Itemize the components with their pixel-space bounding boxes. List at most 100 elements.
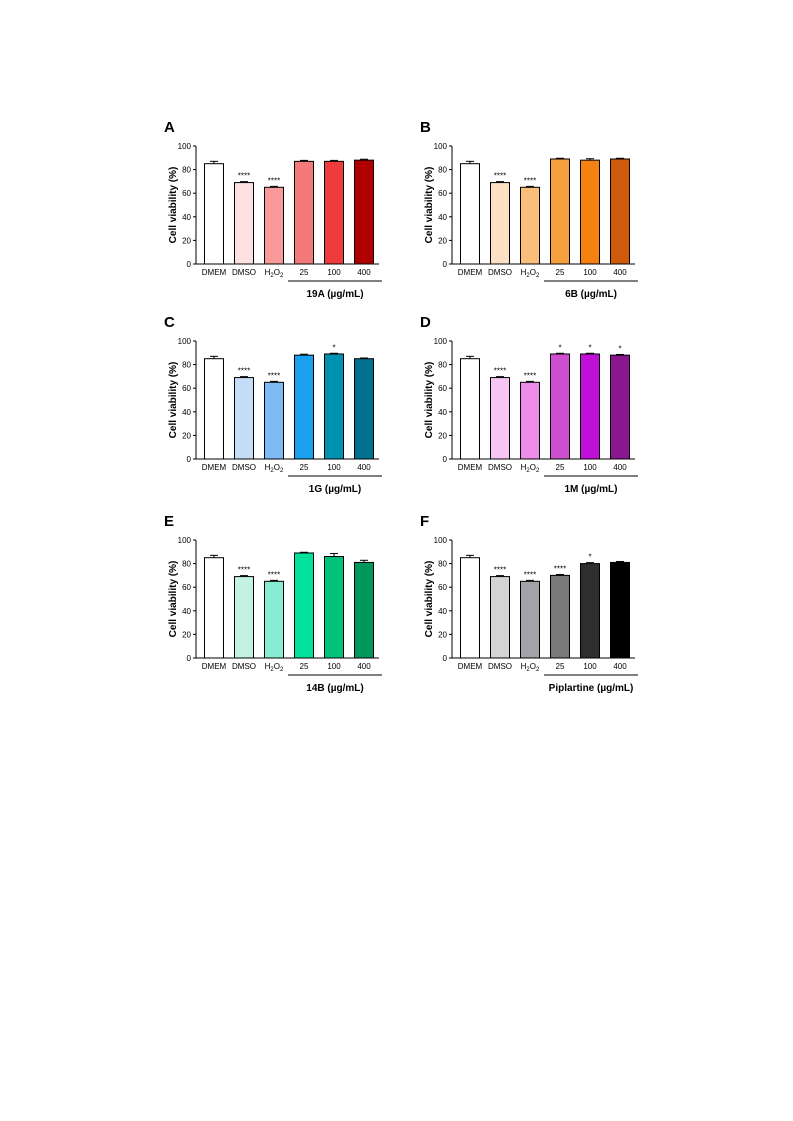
bar (294, 354, 314, 460)
x-tick-label: H2O2 (521, 268, 540, 279)
x-tick-label: 25 (556, 662, 565, 671)
x-tick-label: 25 (556, 268, 565, 277)
y-tick-label: 60 (182, 583, 191, 592)
significance-label: **** (494, 566, 506, 575)
bar (550, 574, 570, 659)
significance-label: * (588, 343, 591, 352)
y-tick-label: 0 (443, 260, 448, 269)
chart-panel-b: B Cell viability (%) 0 20 40 60 80 100 DMEM **** D… (420, 119, 638, 300)
x-tick-label: 400 (613, 662, 627, 671)
x-tick-label: DMEM (202, 463, 227, 472)
x-tick-label: 100 (583, 662, 597, 671)
y-tick-label: 60 (438, 583, 447, 592)
x-tick-label: 400 (613, 268, 627, 277)
chart-panel-f: F Cell viability (%) 0 20 40 60 80 100 DMEM **** D… (420, 513, 638, 694)
chart-panel-d: D Cell viability (%) 0 20 40 60 80 100 DMEM **** D… (420, 314, 638, 495)
bar (490, 377, 510, 460)
y-tick-label: 80 (438, 166, 447, 175)
x-tick-label: 100 (583, 463, 597, 472)
bar (550, 353, 570, 460)
panel-letter: E (164, 513, 174, 530)
y-tick-label: 80 (182, 560, 191, 569)
significance-label: * (588, 553, 591, 562)
bar (204, 358, 224, 460)
chart-panel-e: E Cell viability (%) 0 20 40 60 80 100 DMEM **** D… (164, 513, 382, 694)
y-tick-label: 0 (443, 455, 448, 464)
significance-label: * (618, 344, 621, 353)
bar (354, 358, 374, 460)
significance-label: **** (524, 176, 536, 185)
x-tick-label: 100 (327, 662, 341, 671)
x-tick-label: 25 (300, 463, 309, 472)
x-tick-label: 25 (300, 662, 309, 671)
panel-letter: B (420, 119, 431, 136)
group-label: 1G (µg/mL) (309, 484, 361, 495)
bar (490, 576, 510, 659)
bar (204, 557, 224, 659)
bar (264, 186, 284, 265)
bar (490, 182, 510, 265)
y-tick-label: 0 (443, 654, 448, 663)
y-tick-label: 100 (178, 337, 192, 346)
y-tick-label: 20 (438, 431, 447, 440)
group-label: 1M (µg/mL) (565, 484, 618, 495)
group-label: 19A (µg/mL) (306, 289, 363, 300)
x-tick-label: H2O2 (521, 463, 540, 474)
x-tick-label: 100 (327, 463, 341, 472)
bar (460, 557, 480, 659)
y-tick-label: 20 (182, 630, 191, 639)
bar (520, 186, 540, 265)
x-tick-label: 400 (357, 662, 371, 671)
y-tick-label: 40 (182, 607, 191, 616)
bar (460, 358, 480, 460)
bar (234, 182, 254, 265)
x-tick-label: DMEM (458, 662, 483, 671)
bar (234, 377, 254, 460)
y-tick-label: 40 (438, 408, 447, 417)
chart-panel-a: A Cell viability (%) 0 20 40 60 80 100 DMEM **** D… (164, 119, 382, 300)
y-tick-label: 60 (182, 384, 191, 393)
panel-letter: F (420, 513, 429, 530)
bar (204, 163, 224, 265)
group-label: 14B (µg/mL) (306, 683, 363, 694)
y-tick-label: 100 (178, 142, 192, 151)
panel-letter: D (420, 314, 431, 331)
x-tick-label: 25 (300, 268, 309, 277)
bar (550, 158, 570, 265)
y-tick-label: 0 (187, 654, 192, 663)
x-tick-label: DMSO (232, 662, 256, 671)
x-tick-label: DMEM (458, 268, 483, 277)
x-tick-label: 25 (556, 463, 565, 472)
x-tick-label: DMSO (488, 268, 512, 277)
bar (324, 556, 344, 659)
significance-label: **** (524, 371, 536, 380)
significance-label: * (332, 343, 335, 352)
x-tick-label: DMEM (202, 268, 227, 277)
y-tick-label: 40 (438, 213, 447, 222)
bar (520, 381, 540, 460)
x-tick-label: DMEM (458, 463, 483, 472)
y-axis-title: Cell viability (%) (168, 362, 179, 439)
significance-label: **** (494, 172, 506, 181)
y-tick-label: 20 (438, 630, 447, 639)
y-tick-label: 40 (182, 408, 191, 417)
x-tick-label: DMSO (488, 662, 512, 671)
y-tick-label: 20 (182, 431, 191, 440)
significance-label: **** (268, 371, 280, 380)
x-tick-label: H2O2 (265, 662, 284, 673)
bar (264, 580, 284, 659)
y-tick-label: 100 (434, 536, 448, 545)
bar (324, 160, 344, 265)
y-axis-title: Cell viability (%) (424, 561, 435, 638)
significance-label: **** (268, 176, 280, 185)
y-tick-label: 20 (438, 236, 447, 245)
x-tick-label: H2O2 (265, 463, 284, 474)
y-tick-label: 0 (187, 260, 192, 269)
group-label: 6B (µg/mL) (565, 289, 617, 300)
group-label: Piplartine (µg/mL) (549, 683, 634, 694)
bar (610, 354, 630, 460)
bar (520, 580, 540, 659)
significance-label: **** (238, 566, 250, 575)
y-tick-label: 40 (182, 213, 191, 222)
y-tick-label: 60 (438, 384, 447, 393)
